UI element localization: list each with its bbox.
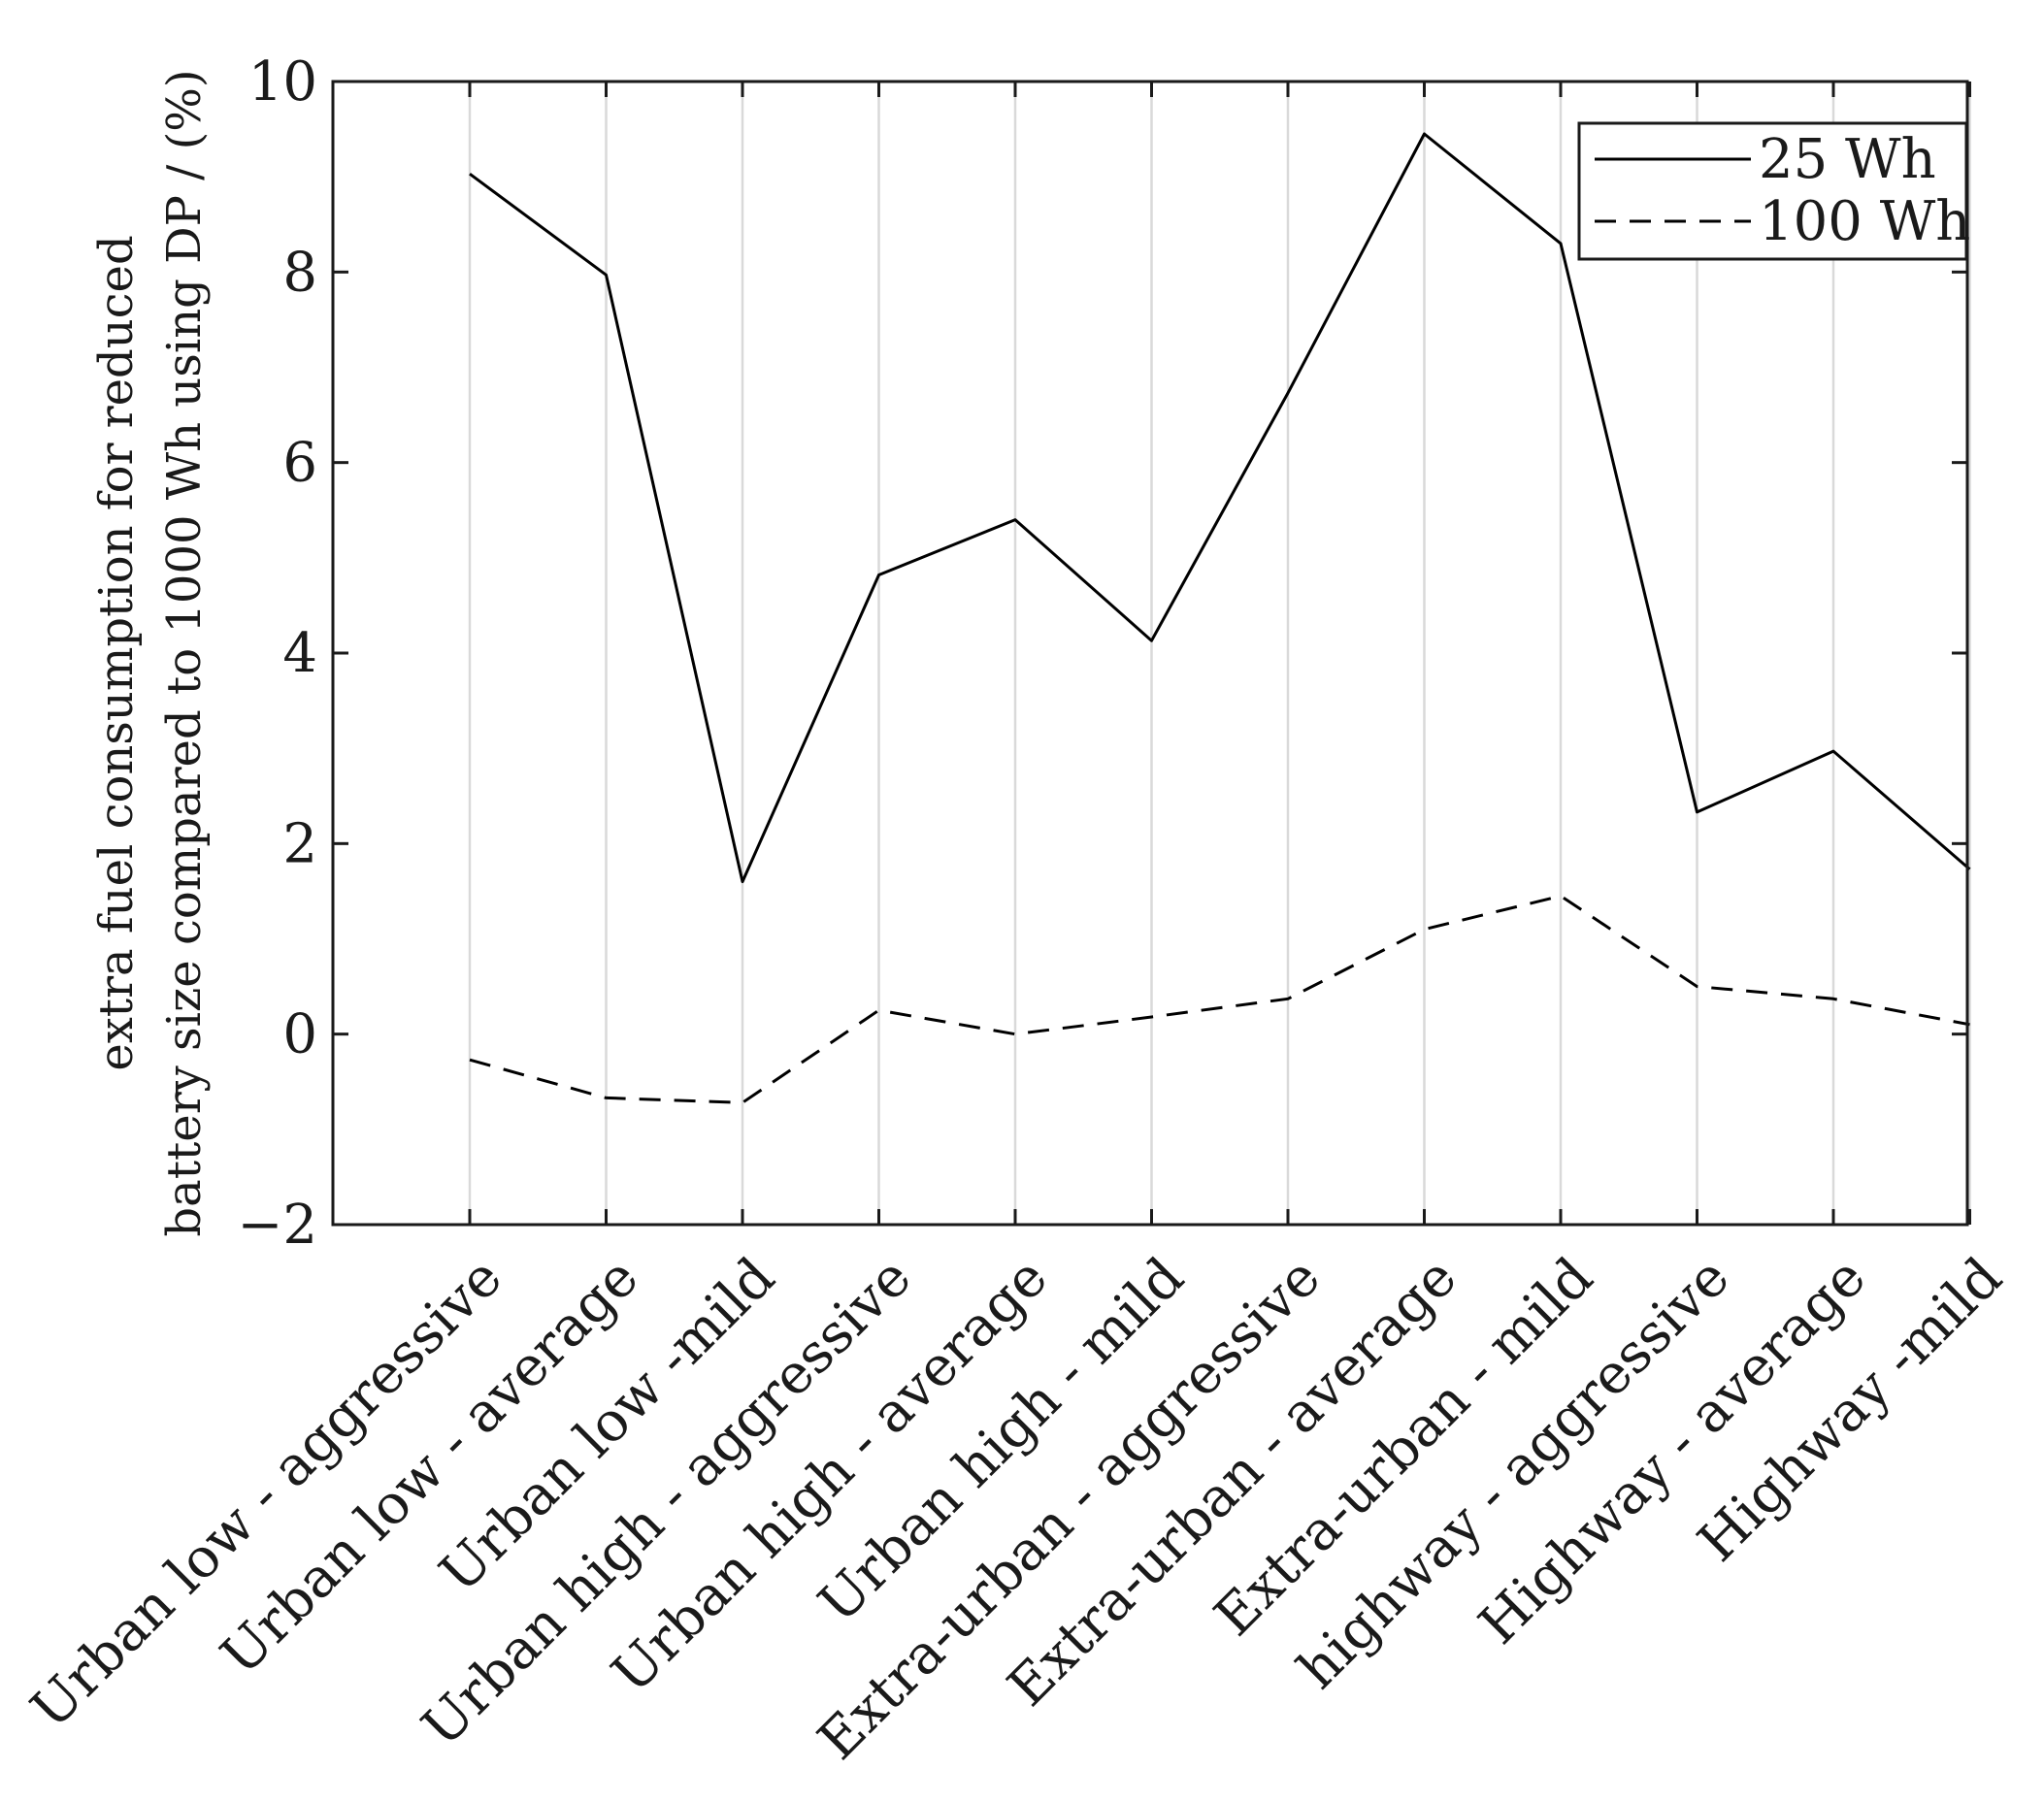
- y-axis-label-line-0: extra fuel consumption for reduced: [89, 235, 144, 1070]
- y-tick-label-1: 0: [282, 1003, 317, 1066]
- y-tick-label-4: 6: [282, 432, 317, 495]
- y-axis-label: extra fuel consumption for reduced batter…: [89, 69, 212, 1236]
- grid-lines: [468, 82, 1971, 1225]
- legend: 25 Wh 100 Wh: [1577, 121, 1970, 261]
- legend-label-25wh: 25 Wh: [1759, 128, 1936, 191]
- series-line-0: [469, 132, 1971, 884]
- y-tick-label-6: 10: [248, 50, 317, 114]
- y-axis-ticks: −2 0 2 4 6 8 10: [237, 50, 1967, 1257]
- y-tick-label-2: 2: [282, 812, 317, 875]
- y-axis-label-line-1: battery size compared to 1000 Wh using D…: [157, 69, 212, 1236]
- y-tick-label-5: 8: [282, 241, 317, 304]
- series-lines: [469, 132, 1971, 1104]
- series-line-1: [469, 894, 1970, 1104]
- legend-label-100wh: 100 Wh: [1759, 190, 1970, 253]
- legend-box: [1577, 121, 1968, 261]
- y-tick-label-0: −2: [237, 1194, 317, 1257]
- y-tick-label-3: 4: [282, 622, 317, 685]
